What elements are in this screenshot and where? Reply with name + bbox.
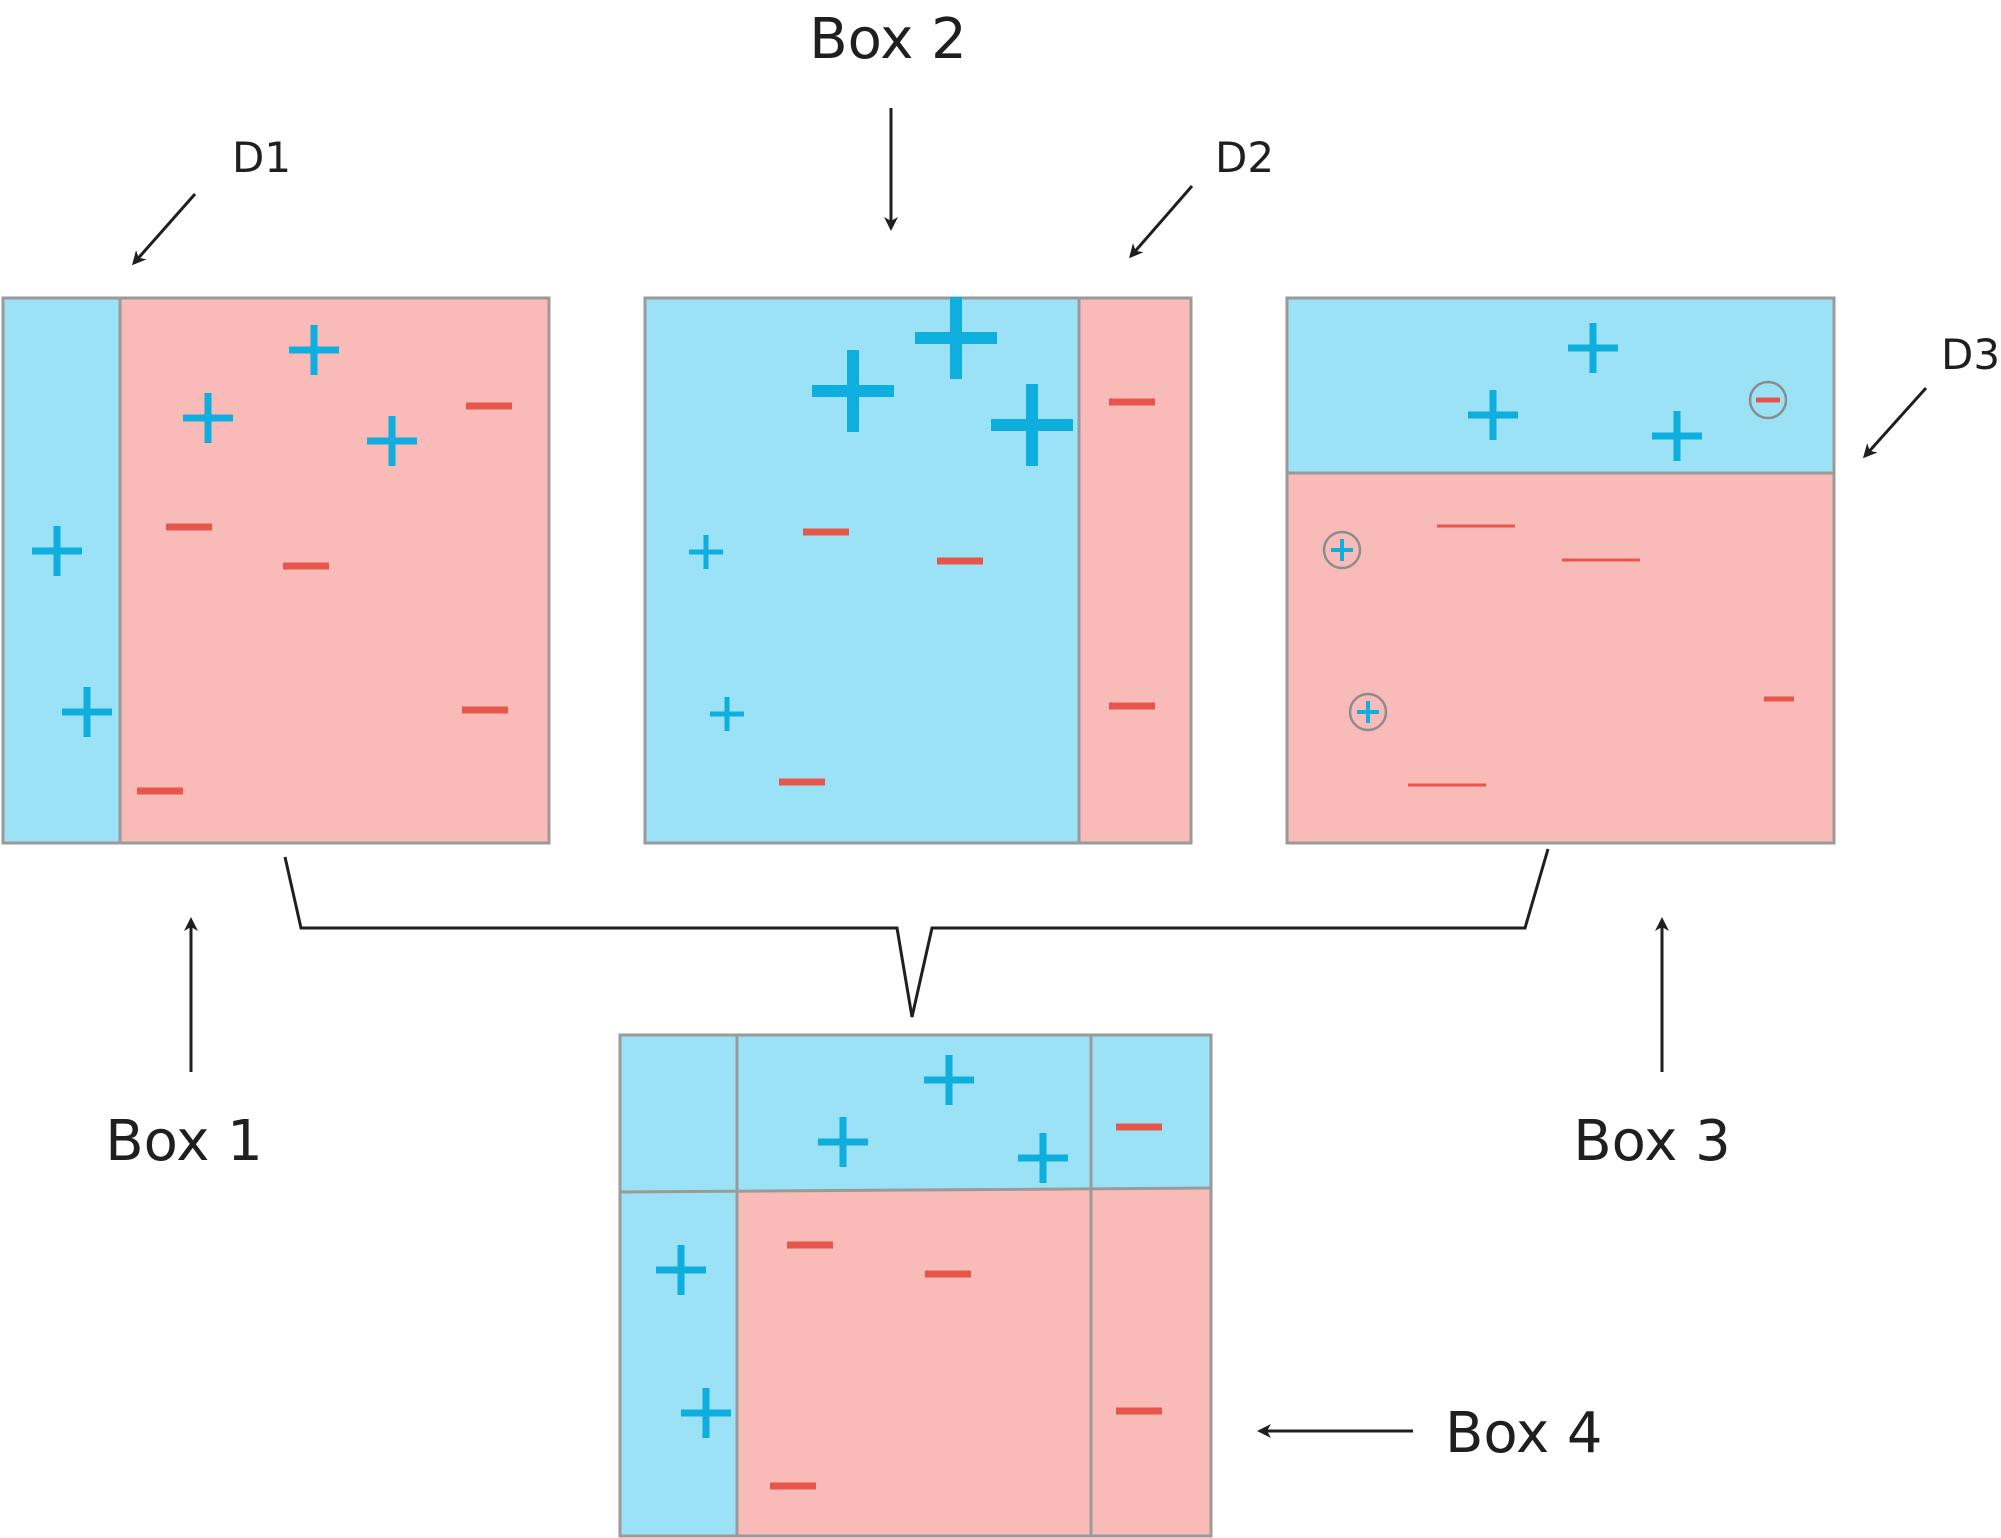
plus-sign bbox=[915, 297, 997, 379]
box-4-region-bottom-right bbox=[1091, 1188, 1211, 1536]
box-4-minus-signs bbox=[770, 1123, 1162, 1490]
plus-sign bbox=[1568, 323, 1618, 373]
label-d2: D2 bbox=[1215, 133, 1274, 182]
box-2 bbox=[643, 296, 1193, 845]
box-3-border bbox=[1285, 296, 1836, 845]
box-2-small-plus-signs bbox=[689, 535, 744, 731]
box-2-negative-region bbox=[1079, 298, 1191, 843]
arrow-d2 bbox=[1129, 185, 1194, 259]
box-3-negative-region bbox=[1287, 473, 1834, 843]
box-4-region-top-left bbox=[620, 1035, 737, 1192]
plus-sign bbox=[818, 1117, 868, 1167]
misclassified-circle bbox=[1348, 692, 1388, 732]
box-4-region-bottom-left bbox=[620, 1192, 737, 1536]
box-3-positive-region bbox=[1287, 298, 1834, 473]
plus-sign bbox=[681, 1388, 731, 1438]
arrows bbox=[132, 108, 1928, 1438]
plus-sign bbox=[1018, 1133, 1068, 1183]
box-1-minus-signs bbox=[137, 402, 512, 795]
plus-sign bbox=[812, 350, 894, 432]
label-d1: D1 bbox=[232, 133, 291, 182]
box-4-plus-signs bbox=[656, 1055, 1068, 1438]
plus-sign bbox=[991, 384, 1073, 466]
plus-sign bbox=[689, 535, 723, 569]
label-box-3: Box 3 bbox=[1573, 1109, 1731, 1174]
misclassified-circle bbox=[1322, 530, 1362, 570]
box-3-plus-signs bbox=[1468, 323, 1702, 461]
plus-sign bbox=[32, 526, 82, 576]
label-d3: D3 bbox=[1941, 330, 2000, 379]
arrow-d1 bbox=[132, 193, 197, 266]
box-1-positive-region bbox=[3, 298, 120, 843]
combining-brace bbox=[283, 848, 1550, 1018]
box-4-region-top-middle bbox=[737, 1035, 1091, 1190]
plus-sign bbox=[1652, 411, 1702, 461]
plus-sign bbox=[62, 687, 112, 737]
box-1-border bbox=[1, 296, 551, 845]
box-3-circled-plus-1 bbox=[1322, 530, 1362, 570]
box-4-border bbox=[618, 1033, 1213, 1538]
box-1-plus-signs bbox=[32, 325, 417, 737]
label-box-2: Box 2 bbox=[809, 7, 967, 72]
box-2-large-plus-signs bbox=[812, 297, 1073, 466]
plus-sign bbox=[1468, 390, 1518, 440]
plus-sign bbox=[924, 1055, 974, 1105]
box-4 bbox=[618, 1033, 1213, 1538]
label-box-1: Box 1 bbox=[105, 1109, 263, 1174]
label-box-4: Box 4 bbox=[1445, 1401, 1603, 1466]
box-3-circled-plus-2 bbox=[1348, 692, 1388, 732]
plus-sign bbox=[289, 325, 339, 375]
misclassified-circle bbox=[1748, 380, 1788, 420]
box-4-region-top-right bbox=[1091, 1035, 1211, 1188]
plus-sign bbox=[367, 416, 417, 466]
plus-sign bbox=[710, 697, 744, 731]
box-2-positive-region bbox=[645, 298, 1079, 843]
plus-sign bbox=[656, 1245, 706, 1295]
box-1 bbox=[1, 296, 551, 845]
box-3-circled-minus bbox=[1748, 380, 1788, 420]
plus-sign bbox=[183, 393, 233, 443]
box-3 bbox=[1285, 296, 1836, 845]
box-4-boundary-d3 bbox=[619, 1186, 1212, 1194]
box-3-minus-signs bbox=[1408, 524, 1640, 787]
arrow-d3 bbox=[1862, 386, 1928, 459]
box-2-border bbox=[643, 296, 1193, 845]
box-1-negative-region bbox=[120, 298, 549, 843]
box-2-minus-signs bbox=[779, 398, 1155, 786]
